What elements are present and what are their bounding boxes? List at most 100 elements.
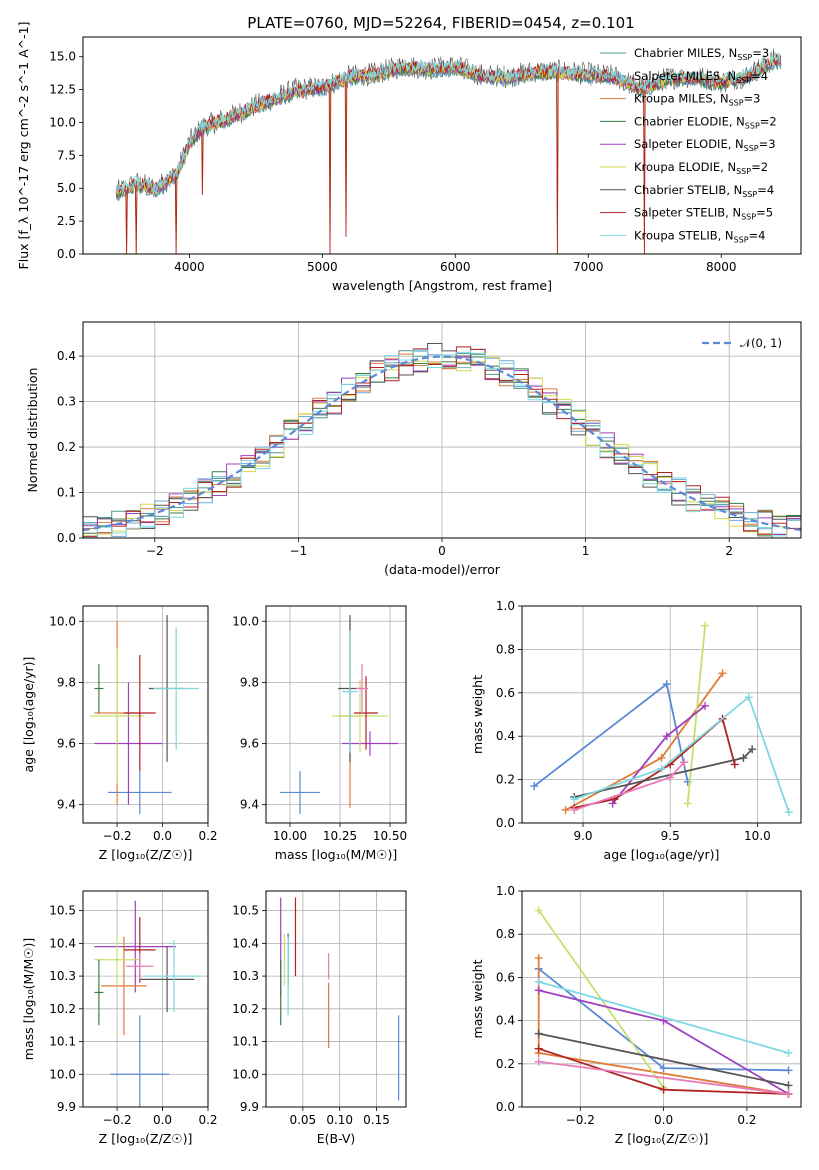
y-tick-label: 10.1 — [49, 1035, 76, 1049]
y-tick-label: 10.0 — [49, 1067, 76, 1081]
weight-point-marker — [784, 808, 793, 817]
x-tick-label: 10.25 — [323, 829, 357, 843]
weight-series — [561, 669, 727, 814]
residuals-panel: −2 −1 0 1 2 0.0 0.1 0.2 0.3 0.4 (data-model)/error… — [25, 321, 802, 577]
weight-point-marker — [730, 760, 739, 769]
weight-point-marker — [784, 1049, 793, 1057]
error-bar-point — [94, 664, 104, 713]
mass-vs-Z-panel: −0.2 0.0 0.2 9.9 10.0 10.1 10.2 10.3 10.4 10.5 Z [… — [21, 890, 218, 1146]
y-tick-label: 9.9 — [57, 1100, 76, 1114]
x-tick-label: 2 — [725, 544, 733, 558]
x-tick-label: 1 — [582, 544, 590, 558]
y-tick-label: 0.4 — [57, 349, 76, 363]
spectrum-series-line — [115, 52, 781, 196]
error-bar-point — [153, 627, 199, 750]
weight-series — [570, 714, 739, 812]
y-tick-label: 10.2 — [232, 1002, 259, 1016]
weight-point-marker — [739, 753, 748, 762]
weight-point-marker — [534, 1044, 543, 1053]
legend-entry: Salpeter ELODIE, NSSP=3 — [634, 137, 776, 153]
y-tick-label: 0.6 — [496, 970, 515, 984]
legend-entry: Kroupa MILES, NSSP=3 — [634, 92, 760, 108]
weight-point-marker — [534, 986, 543, 995]
y-axis-label: age [log₁₀(age/yr)] — [21, 657, 36, 773]
y-tick-label: 12.5 — [49, 83, 76, 97]
x-axis-label: wavelength [Angstrom, rest frame] — [332, 278, 552, 293]
legend-entry: Kroupa STELIB, NSSP=4 — [634, 228, 765, 244]
x-tick-label: 0.0 — [153, 829, 172, 843]
weight-series — [608, 701, 710, 808]
y-axis-label: mass weight — [470, 959, 485, 1038]
error-bar-point — [108, 771, 172, 814]
weight-vs-Z-panel: −0.2 0.0 0.2 0.0 0.2 0.4 0.6 0.8 1.0 Z [log₁₀(Z/Z… — [470, 884, 802, 1146]
error-bar-point — [126, 953, 154, 980]
weight-series — [534, 1029, 793, 1090]
error-bar-point — [139, 946, 195, 1013]
y-tick-label: 0.0 — [57, 531, 76, 545]
x-tick-label: 10.0 — [744, 829, 771, 843]
residual-histogram — [83, 349, 801, 538]
error-bar-point — [89, 648, 145, 784]
y-tick-label: 0.8 — [496, 642, 515, 656]
mass-vs-ebv-panel: 0.05 0.10 0.15 9.9 10.0 10.1 10.2 10.3 10.4 10.5 E… — [232, 890, 407, 1146]
weight-point-marker — [530, 782, 539, 791]
y-tick-label: 0.8 — [496, 927, 515, 941]
weight-series-line — [533, 682, 689, 787]
x-tick-label: 0 — [438, 544, 446, 558]
x-axis-label: mass [log₁₀(M/M☉)] — [275, 847, 397, 862]
weight-point-marker — [680, 758, 689, 767]
x-tick-label: 0.0 — [654, 1113, 673, 1127]
x-tick-label: 8000 — [706, 260, 737, 274]
y-tick-label: 10.1 — [232, 1035, 259, 1049]
error-bar-point — [123, 654, 156, 772]
age-vs-Z-panel: −0.2 0.0 0.2 9.4 9.6 9.8 10.0 Z [log₁₀(Z/Z☉)] ag… — [21, 605, 218, 862]
legend-entry: Salpeter MILES, NSSP=4 — [634, 69, 768, 85]
axes-frame — [265, 890, 407, 1108]
legend-entry: Salpeter STELIB, NSSP=5 — [634, 206, 773, 222]
axes-frame — [521, 605, 802, 824]
error-bar-point — [146, 940, 202, 1013]
weight-point-marker — [784, 1090, 793, 1099]
x-tick-label: 5000 — [307, 260, 338, 274]
weight-point-marker — [683, 799, 692, 808]
weight-point-marker — [570, 795, 579, 804]
weight-series-line — [538, 1032, 789, 1087]
error-bar-point — [342, 731, 398, 756]
error-bar-point — [94, 900, 177, 993]
error-bar-point — [342, 630, 358, 753]
legend-entry: Chabrier ELODIE, NSSP=2 — [634, 114, 777, 130]
x-tick-label: 0.05 — [289, 1113, 316, 1127]
x-tick-label: 9.5 — [661, 829, 680, 843]
x-tick-label: 0.2 — [198, 829, 217, 843]
error-bar-point — [354, 676, 378, 750]
axes-frame — [82, 890, 209, 1108]
axes-frame — [521, 890, 802, 1108]
weight-point-marker — [662, 680, 671, 689]
weight-series — [570, 758, 689, 814]
y-axis-label: Flux [f_λ 10^-17 erg cm^-2 s^-1 A^-1] — [16, 22, 31, 270]
x-tick-label: −1 — [290, 544, 308, 558]
weight-series-line — [611, 705, 706, 805]
x-tick-label: 9.0 — [573, 829, 592, 843]
x-axis-label: Z [log₁₀(Z/Z☉)] — [99, 847, 193, 862]
error-bar-point — [280, 771, 320, 814]
y-tick-label: 1.0 — [496, 599, 515, 613]
x-tick-label: 4000 — [174, 260, 205, 274]
error-bar-point — [94, 959, 104, 1026]
y-tick-label: 0.6 — [496, 686, 515, 700]
y-tick-label: 10.0 — [232, 1067, 259, 1081]
weight-point-marker — [784, 1066, 793, 1075]
y-tick-label: 10.5 — [232, 904, 259, 918]
y-tick-label: 7.5 — [57, 148, 76, 162]
weight-series — [570, 693, 793, 817]
y-axis-label: mass weight — [470, 675, 485, 754]
weight-series-line — [574, 717, 736, 809]
error-bar-point — [110, 1015, 170, 1107]
weight-point-marker — [701, 701, 710, 710]
y-tick-label: 9.4 — [57, 798, 76, 812]
legend-entry: Chabrier STELIB, NSSP=4 — [634, 183, 774, 199]
axes-frame — [265, 605, 407, 824]
y-axis-label: mass [log₁₀(M/M☉)] — [21, 938, 36, 1060]
x-axis-label: Z [log₁₀(Z/Z☉)] — [615, 1131, 709, 1146]
